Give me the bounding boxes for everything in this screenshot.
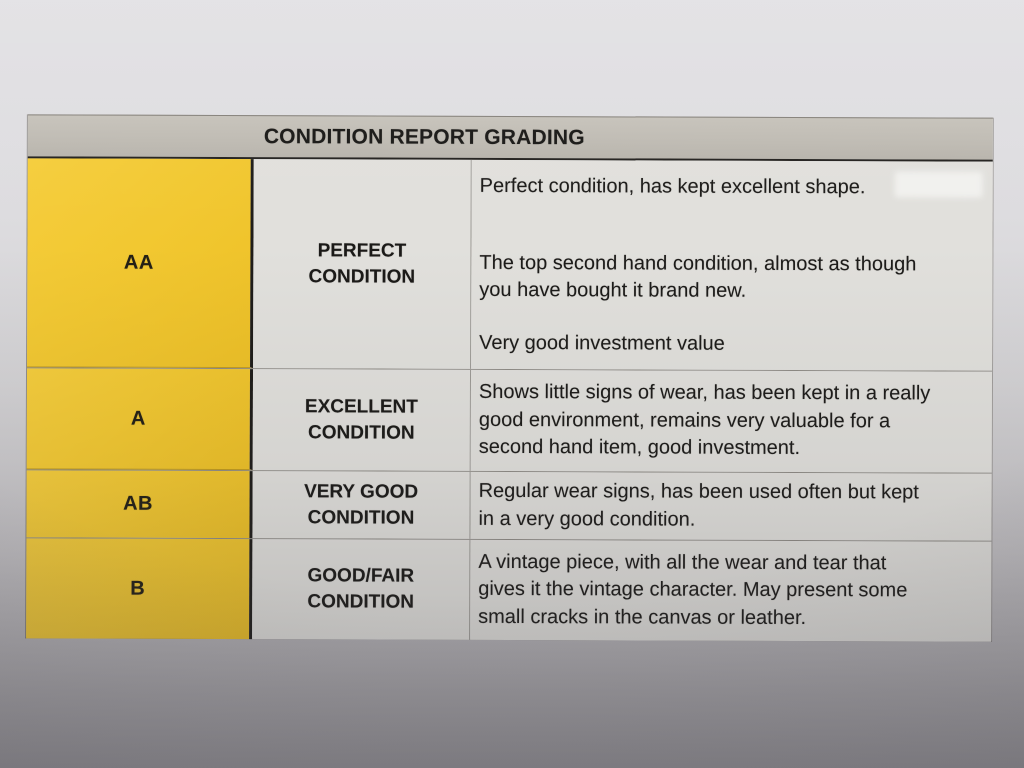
table-row-aa: AA PERFECT CONDITION Perfect condition, … <box>27 158 993 372</box>
grade-cell-b: B <box>26 538 253 640</box>
table-row-b: B GOOD/FAIR CONDITION A vintage piece, w… <box>26 538 992 642</box>
condition-line: CONDITION <box>307 506 415 529</box>
description-paragraph: Shows little signs of wear, has been kep… <box>479 379 982 463</box>
table-title: CONDITION REPORT GRADING <box>263 124 585 149</box>
condition-cell-a: EXCELLENT CONDITION <box>252 369 472 471</box>
whiteout-patch <box>894 171 983 198</box>
grade-cell-ab: AB <box>26 470 253 539</box>
description-line: small cracks in the canvas or leather. <box>478 605 807 629</box>
table-row-a: A EXCELLENT CONDITION Shows little signs… <box>26 368 993 474</box>
description-cell-b: A vintage piece, with all the wear and t… <box>470 539 992 642</box>
condition-line: GOOD/FAIR <box>307 565 415 587</box>
table-row-ab: AB VERY GOOD CONDITION Regular wear sign… <box>26 470 992 542</box>
description-cell-ab: Regular wear signs, has been used often … <box>470 471 992 541</box>
description-line: in a very good condition. <box>478 507 696 531</box>
description-line: Shows little signs of wear, has been kep… <box>478 381 931 405</box>
description-line: gives it the vintage character. May pres… <box>478 578 908 602</box>
description-paragraph: Very good investment value <box>479 329 982 358</box>
condition-line: CONDITION <box>307 591 415 613</box>
description-line: A vintage piece, with all the wear and t… <box>478 550 887 575</box>
condition-cell-ab: VERY GOOD CONDITION <box>252 471 471 539</box>
description-line: Very good investment value <box>479 331 725 355</box>
grade-cell-aa: AA <box>27 158 254 369</box>
condition-grading-table: CONDITION REPORT GRADING AA PERFECT COND… <box>25 114 994 642</box>
condition-cell-b: GOOD/FAIR CONDITION <box>252 539 471 640</box>
description-paragraph: A vintage piece, with all the wear and t… <box>478 549 981 633</box>
condition-cell-aa: PERFECT CONDITION <box>253 159 472 369</box>
condition-line: CONDITION <box>307 421 415 444</box>
condition-line: EXCELLENT <box>304 395 418 418</box>
description-line: Regular wear signs, has been used often … <box>478 479 919 504</box>
grade-cell-a: A <box>26 368 254 471</box>
description-line: good environment, remains very valuable … <box>478 408 891 433</box>
description-line: The top second hand condition, almost as… <box>479 251 917 275</box>
condition-line: CONDITION <box>308 265 416 288</box>
description-line: you have bought it brand new. <box>479 278 747 302</box>
description-paragraph: Regular wear signs, has been used often … <box>478 478 981 535</box>
description-paragraph: The top second hand condition, almost as… <box>479 249 982 306</box>
description-cell-a: Shows little signs of wear, has been kep… <box>470 369 993 473</box>
table-header-row: CONDITION REPORT GRADING <box>27 114 993 162</box>
condition-line: VERY GOOD <box>304 480 419 503</box>
condition-line: PERFECT <box>317 239 407 262</box>
description-line: second hand item, good investment. <box>478 436 801 460</box>
description-cell-aa: Perfect condition, has kept excellent sh… <box>471 159 993 371</box>
